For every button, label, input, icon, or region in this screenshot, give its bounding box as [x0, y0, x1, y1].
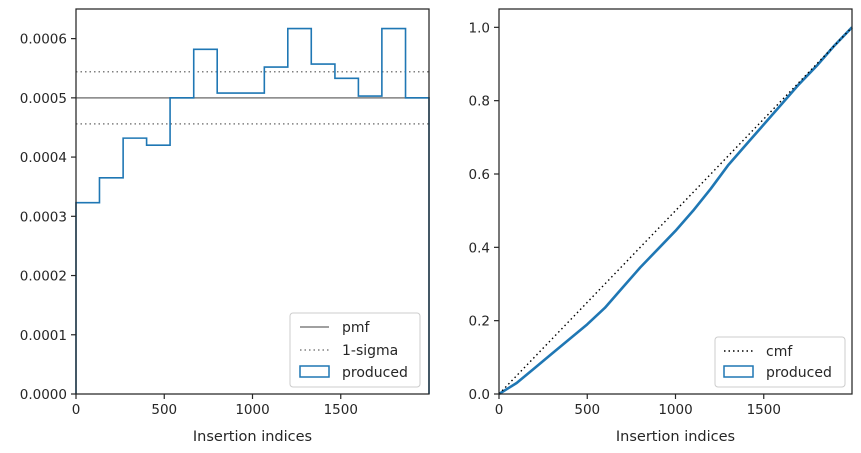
y-tick-label: 0.6: [469, 167, 490, 183]
x-tick-label: 1000: [235, 402, 269, 418]
cumulative-marks: [498, 26, 853, 396]
legend-produced-swatch-2: [723, 365, 754, 378]
y-tick-label: 0.0004: [20, 150, 67, 166]
histogram-ticks: 0 500 1000 1500 0.0000 0.0001 0.0002 0.0003 0.00…: [20, 32, 358, 418]
cumulative-panel: 0 500 1000 1500 0.0 0.2 0.4 0.6 0.8 1.0 Insertion…: [469, 8, 853, 445]
x-tick-label: 500: [574, 402, 600, 418]
cumulative-x-axis-label: Insertion indices: [616, 429, 735, 445]
y-tick-label: 0.2: [469, 314, 490, 330]
produced-cumulative-line: [498, 26, 853, 396]
y-tick-label: 0.0003: [20, 209, 67, 225]
legend-pmf-label: pmf: [342, 320, 371, 336]
legend-cmf-label: cmf: [766, 344, 793, 360]
x-tick-label: 1500: [747, 402, 781, 418]
legend-produced-swatch: [299, 365, 330, 378]
x-tick-label: 1000: [658, 402, 692, 418]
y-tick-label: 0.4: [469, 240, 490, 256]
y-tick-label: 0.0006: [20, 32, 67, 48]
cmf-line: [498, 26, 853, 395]
x-tick-label: 0: [72, 402, 81, 418]
legend-1-sigma-label: 1-sigma: [342, 343, 398, 359]
y-tick-label: 0.0000: [20, 387, 67, 403]
legend-produced-label: produced: [342, 365, 408, 381]
produced-step-histogram: [75, 27, 430, 394]
x-tick-label: 500: [151, 402, 177, 418]
y-tick-label: 0.8: [469, 94, 490, 110]
cumulative-ticks: 0 500 1000 1500 0.0 0.2 0.4 0.6 0.8 1.0: [469, 20, 781, 418]
cumulative-legend-box: [714, 336, 846, 388]
histogram-panel: 0 500 1000 1500 0.0000 0.0001 0.0002 0.0003 0.00…: [20, 8, 430, 445]
y-tick-label: 0.0001: [20, 328, 67, 344]
histogram-x-axis-label: Insertion indices: [193, 429, 312, 445]
cumulative-legend: cmf produced: [714, 336, 846, 388]
y-tick-label: 0.0: [469, 387, 490, 403]
legend-produced-label-2: produced: [766, 365, 832, 381]
x-tick-label: 0: [495, 402, 504, 418]
histogram-legend-box: [289, 312, 421, 388]
histogram-legend: pmf 1-sigma produced: [289, 312, 421, 388]
y-tick-label: 0.0002: [20, 269, 67, 285]
y-tick-label: 1.0: [469, 20, 490, 36]
x-tick-label: 1500: [324, 402, 358, 418]
histogram-marks: [75, 27, 430, 394]
y-tick-label: 0.0005: [20, 91, 67, 107]
